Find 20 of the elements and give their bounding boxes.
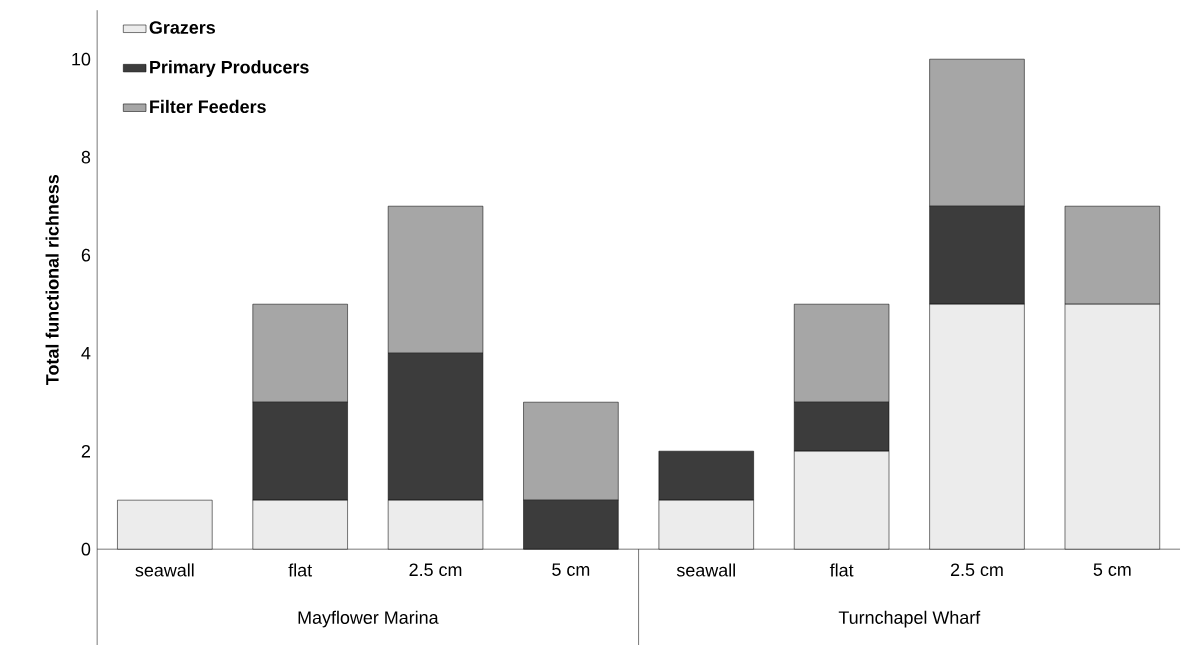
x-tick-label: 2.5 cm [950,563,1003,576]
legend-label: Grazers [149,20,215,34]
y-axis-title: Total functional richness [45,174,59,385]
x-tick-label: 2.5 cm [409,563,462,576]
text: Mayflower Marina [298,610,439,628]
y-tick-label: 2 [81,444,91,458]
y-tick-label: 6 [81,248,91,262]
x-tick-label: seawall [135,563,194,577]
text: Turnchapel Wharf [838,610,981,628]
x-tick-label: seawall [676,563,735,577]
legend-label: Primary Producers [150,60,309,77]
y-tick-label: 0 [81,542,91,556]
legend-label: Filter Feeders [150,99,266,113]
x-tick-label: flat [829,563,854,577]
x-tick-label: flat [288,563,313,577]
x-tick-label: 5 cm [1093,563,1131,576]
y-tick-label: 4 [81,346,91,360]
y-tick-label: 8 [81,150,91,164]
y-tick-label: 10 [72,52,91,66]
x-tick-label: 5 cm [552,563,590,576]
